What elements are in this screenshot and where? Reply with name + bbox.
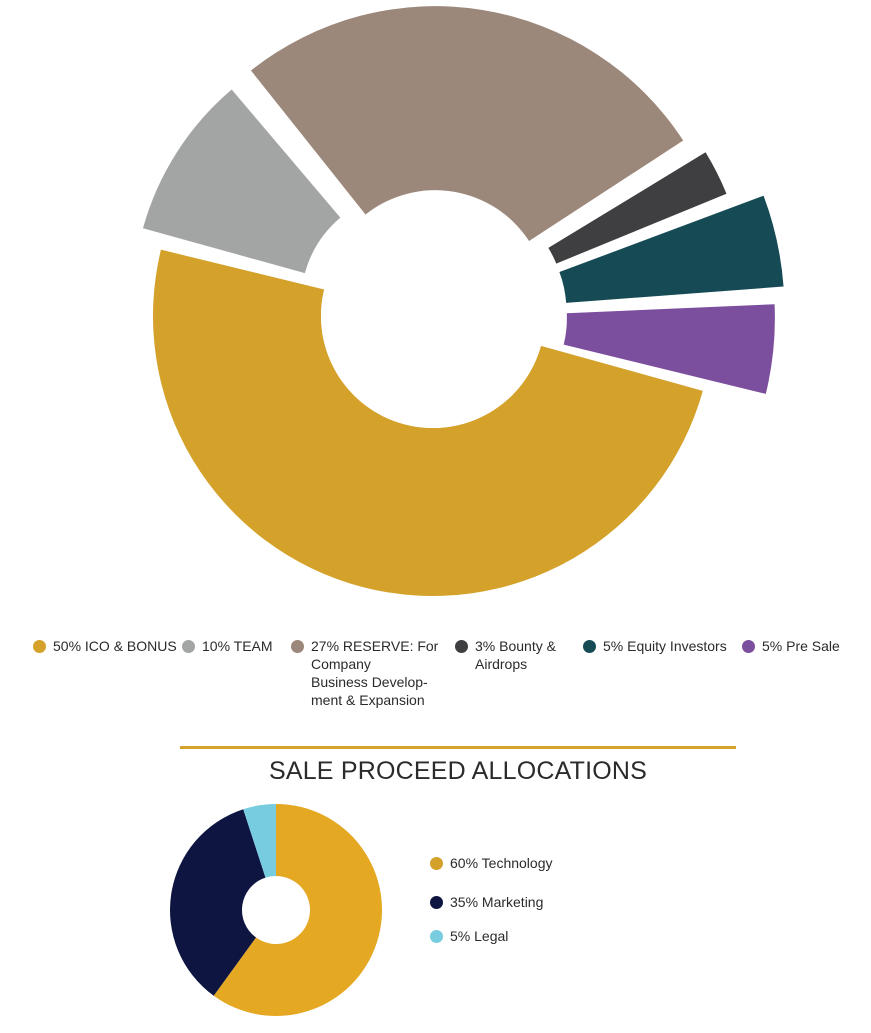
token-allocation-donut-chart <box>142 6 784 597</box>
slice-bounty-airdrops <box>548 152 727 264</box>
legend-swatch <box>291 640 304 653</box>
legend-swatch <box>430 895 443 909</box>
slice-marketing <box>170 809 266 996</box>
slice-technology <box>213 804 382 1016</box>
legend-label: 5% Legal <box>450 928 509 944</box>
slice-equity-investors <box>559 195 784 303</box>
legend-label: 60% Technology <box>450 855 553 871</box>
legend-item-equity-investors: 5% Equity Investors <box>583 637 727 655</box>
legend-label: 35% Marketing <box>450 894 544 910</box>
legend-swatch <box>742 640 755 653</box>
legend-swatch <box>430 929 443 943</box>
legend-item-ico-bonus: 50% ICO & BONUS <box>33 637 177 655</box>
sale-proceed-donut-chart <box>170 804 382 1016</box>
slice-reserve-for-company-business-development-expansion <box>250 6 684 242</box>
section-divider <box>180 746 736 749</box>
slice-pre-sale <box>563 304 775 394</box>
legend-swatch <box>33 640 46 653</box>
legend-label: 5% Equity Investors <box>603 638 727 654</box>
token-allocation-legend: 50% ICO & BONUS 10% TEAM 27% RESERVE: Fo… <box>0 637 871 717</box>
legend-item-pre-sale: 5% Pre Sale <box>742 637 840 655</box>
legend-label: 27% RESERVE: For Company Business Develo… <box>311 638 439 708</box>
legend-swatch <box>455 640 468 653</box>
sale-proceed-title: SALE PROCEED ALLOCATIONS <box>268 757 648 785</box>
legend-item-reserve: 27% RESERVE: For Company Business Develo… <box>291 637 438 709</box>
legend-label: 50% ICO & BONUS <box>53 638 177 654</box>
legend-item-team: 10% TEAM <box>182 637 273 655</box>
legend-label: 10% TEAM <box>202 638 273 654</box>
legend-swatch <box>182 640 195 653</box>
slice-legal <box>243 804 276 878</box>
legend-swatch <box>430 856 443 870</box>
slice-ico-bonus <box>152 249 703 597</box>
legend-label: 3% Bounty & Airdrops <box>475 638 556 672</box>
donut-hole <box>321 204 545 428</box>
legend-item-technology: 60% Technology <box>430 855 552 871</box>
legend-swatch <box>583 640 596 653</box>
legend-item-legal: 5% Legal <box>430 928 508 944</box>
legend-item-bounty-airdrops: 3% Bounty & Airdrops <box>455 637 556 673</box>
legend-item-marketing: 35% Marketing <box>430 894 543 910</box>
legend-label: 5% Pre Sale <box>762 638 840 654</box>
slice-team <box>142 89 341 274</box>
